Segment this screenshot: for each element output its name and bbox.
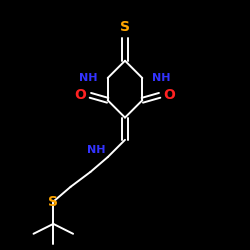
Text: NH: NH bbox=[87, 145, 105, 155]
Text: O: O bbox=[74, 88, 86, 102]
Text: S: S bbox=[48, 195, 58, 209]
Text: NH: NH bbox=[152, 73, 171, 83]
Text: O: O bbox=[164, 88, 175, 102]
Text: S: S bbox=[120, 20, 130, 34]
Text: NH: NH bbox=[79, 73, 98, 83]
